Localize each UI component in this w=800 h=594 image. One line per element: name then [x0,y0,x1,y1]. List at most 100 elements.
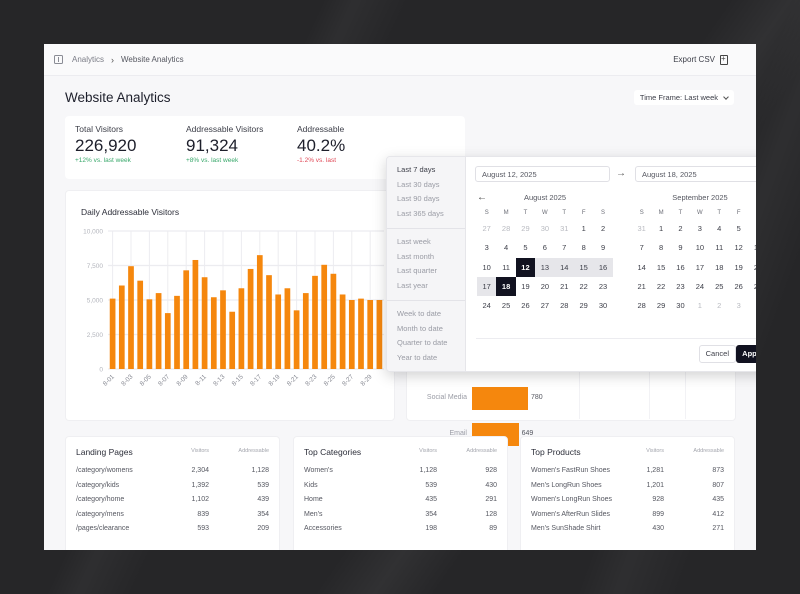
table-row[interactable]: /category/kids 1,392 539 [76,482,269,494]
calendar-day[interactable]: 12 [515,257,536,277]
calendar-day[interactable]: 14 [554,257,574,277]
previous-month-arrow-icon[interactable]: ← [477,192,487,203]
calendar-day[interactable]: 5 [736,224,741,233]
calendar-day[interactable]: 13 [748,238,756,257]
calendar-day[interactable]: 18 [715,262,724,272]
table-row[interactable]: /category/womens 2,304 1,128 [76,467,269,479]
preset-year-to-date[interactable]: Year to date [397,352,438,362]
calendar-day[interactable]: 18 [496,276,516,297]
table-row[interactable]: Women's LongRun Shoes 928 435 [531,496,724,508]
calendar-day[interactable]: 30 [676,301,685,311]
calendar-day[interactable]: 3 [484,243,489,253]
calendar-day[interactable]: 29 [656,301,666,311]
calendar-day[interactable]: 28 [637,301,646,311]
calendar-day[interactable]: 10 [482,262,491,272]
calendar-day[interactable]: 20 [748,258,756,277]
calendar-day[interactable]: 12 [734,243,743,253]
table-row[interactable]: /pages/clearance 593 209 [76,525,269,537]
preset-week-to-date[interactable]: Week to date [397,309,442,318]
calendar-day[interactable]: 4 [717,224,722,233]
preset-last-year[interactable]: Last year [397,280,428,290]
sidebar-toggle-icon[interactable] [54,55,63,64]
calendar-day[interactable]: 22 [656,281,666,291]
preset-last-quarter[interactable]: Last quarter [397,266,438,275]
calendar-day[interactable]: 1 [581,224,586,233]
calendar-day[interactable]: 26 [734,281,743,291]
calendar-day[interactable]: 23 [676,281,685,291]
export-csv-button[interactable]: Export CSV [673,54,728,65]
calendar-day[interactable]: 29 [521,224,530,233]
calendar-day[interactable]: 23 [598,281,608,291]
calendar-day[interactable]: 9 [600,243,606,253]
calendar-day[interactable]: 6 [748,219,757,238]
table-row[interactable]: Men's 354 128 [304,511,497,523]
calendar-day[interactable]: 17 [477,276,497,297]
calendar-day[interactable]: 15 [573,257,594,277]
preset-last-365-days[interactable]: Last 365 days [397,208,444,218]
calendar-day[interactable]: 30 [540,224,550,233]
calendar-day[interactable]: 3 [736,301,741,311]
calendar-day[interactable]: 13 [535,257,555,277]
calendar-day[interactable]: 4 [504,243,509,253]
calendar-day[interactable]: 11 [715,243,724,253]
calendar-day[interactable]: 24 [482,301,491,311]
calendar-day[interactable]: 9 [678,243,683,253]
preset-quarter-to-date[interactable]: Quarter to date [397,338,448,347]
calendar-day[interactable]: 20 [540,281,550,291]
calendar-day[interactable]: 27 [540,301,550,311]
preset-month-to-date[interactable]: Month to date [397,323,443,333]
calendar-day[interactable]: 25 [501,301,511,311]
table-row[interactable]: /category/mens 839 354 [76,511,269,523]
calendar-day[interactable]: 2 [600,224,606,233]
calendar-day[interactable]: 19 [521,281,530,291]
calendar-day[interactable]: 7 [562,243,567,253]
preset-last-7-days[interactable]: Last 7 days [397,165,436,174]
calendar-day[interactable]: 8 [581,243,586,253]
calendar-day[interactable]: 27 [482,224,491,233]
calendar-day[interactable]: 6 [542,243,547,253]
calendar-day[interactable]: 8 [659,243,664,253]
calendar-day[interactable]: 16 [593,257,613,277]
calendar-day[interactable]: 27 [748,277,756,296]
calendar-day[interactable]: 11 [502,262,510,272]
calendar-day[interactable]: 10 [695,243,705,253]
calendar-day[interactable]: 19 [734,262,743,272]
table-row[interactable]: /category/home 1,102 439 [76,496,269,508]
preset-last-month[interactable]: Last month [397,251,435,261]
start-date-input[interactable]: August 12, 2025 [475,166,610,182]
table-row[interactable]: Kids 539 430 [304,482,497,494]
apply-button[interactable]: Apply [736,345,756,363]
calendar-day[interactable]: 15 [656,262,666,272]
table-row[interactable]: Women's FastRun Shoes 1,281 873 [531,467,724,479]
breadcrumb-parent[interactable]: Analytics [72,55,105,64]
calendar-day[interactable]: 25 [715,281,724,291]
table-row[interactable]: Men's SunShade Shirt 430 271 [531,525,724,537]
calendar-day[interactable]: 1 [697,301,702,311]
cancel-button[interactable]: Cancel [698,345,736,363]
calendar-day[interactable]: 2 [717,301,722,311]
calendar-day[interactable]: 16 [676,262,685,272]
calendar-day[interactable]: 30 [598,301,608,311]
calendar-day[interactable]: 7 [639,243,644,253]
calendar-day[interactable]: 21 [637,281,646,291]
calendar-day[interactable]: 31 [637,224,646,233]
preset-last-90-days[interactable]: Last 90 days [397,194,440,203]
calendar-day[interactable]: 2 [678,224,683,233]
table-row[interactable]: Women's 1,128 928 [304,467,497,479]
timeframe-dropdown[interactable]: Time Frame: Last week [633,90,734,105]
table-row[interactable]: Men's LongRun Shoes 1,201 807 [531,482,724,494]
calendar-day[interactable]: 22 [579,281,588,291]
table-row[interactable]: Women's AfterRun Slides 899 412 [531,511,724,523]
calendar-day[interactable]: 24 [695,281,705,291]
calendar-day[interactable]: 31 [560,224,569,233]
table-row[interactable]: Home 435 291 [304,496,497,508]
preset-last-week[interactable]: Last week [397,237,431,246]
calendar-day[interactable]: 29 [579,301,588,311]
calendar-day[interactable]: 5 [523,243,528,253]
calendar-day[interactable]: 26 [521,301,530,311]
calendar-day[interactable]: 21 [560,281,569,291]
table-row[interactable]: Accessories 198 89 [304,525,497,537]
preset-last-30-days[interactable]: Last 30 days [397,179,440,189]
calendar-day[interactable]: 28 [501,224,511,233]
calendar-day[interactable]: 1 [659,224,664,233]
